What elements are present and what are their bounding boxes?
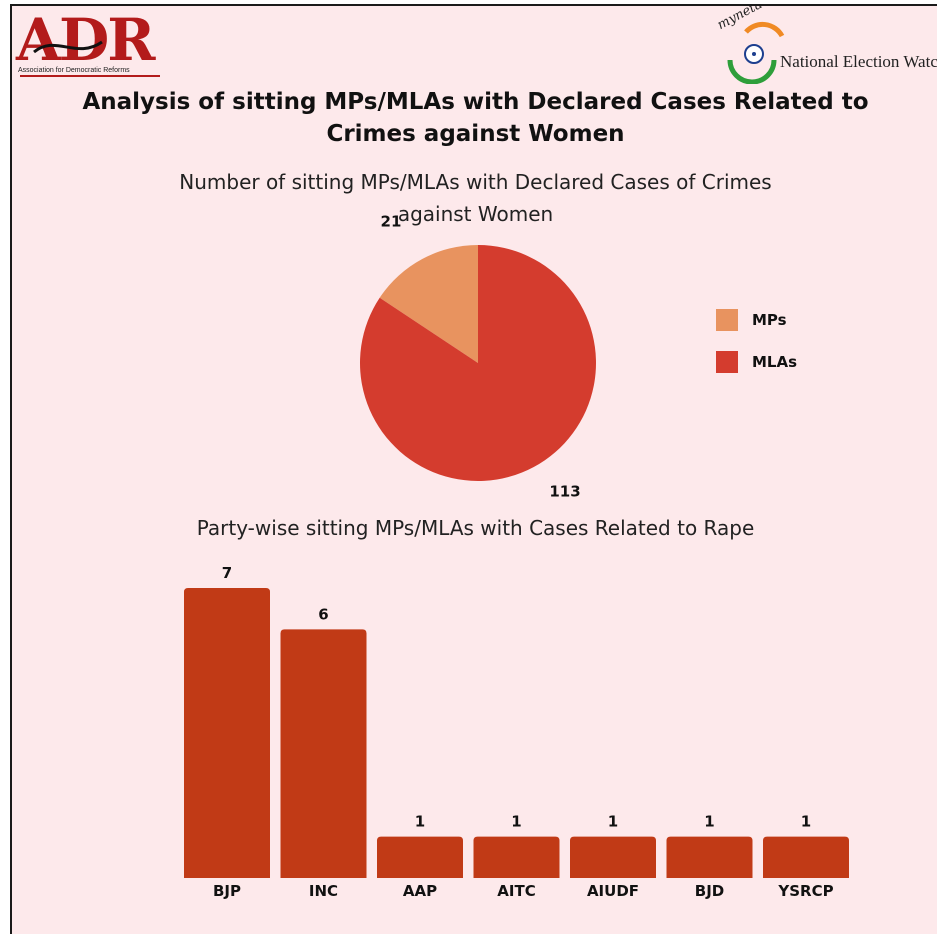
bar-category-aap: AAP	[403, 882, 437, 900]
pie-label-mlas: 113	[549, 483, 580, 501]
page-title-line-2: Crimes against Women	[326, 121, 625, 147]
bar-value-ysrcp: 1	[801, 813, 811, 831]
bar-aiudf	[570, 836, 656, 878]
legend-label-mlas: MLAs	[752, 353, 797, 371]
bar-bjd	[666, 836, 753, 878]
bar-aitc	[473, 836, 560, 878]
pie-chart-title: Number of sitting MPs/MLAs with Declared…	[12, 166, 937, 230]
myneta-logo: myneta.info National Election Watc	[715, 6, 937, 84]
national-election-watch-text: National Election Watc	[780, 52, 937, 71]
bar-inc	[280, 629, 367, 878]
legend-swatch-mps	[716, 309, 738, 331]
bar-value-aiudf: 1	[608, 813, 618, 831]
chakra-icon	[727, 21, 785, 84]
adr-logo-tagline: Association for Democratic Reforms	[18, 67, 130, 74]
pie-slice-mps	[379, 245, 478, 363]
adr-logo-text: ADR	[16, 6, 155, 74]
bar-category-ysrcp: YSRCP	[777, 882, 833, 900]
bar-category-inc: INC	[309, 882, 338, 900]
pie-chart-title-line-1: Number of sitting MPs/MLAs with Declared…	[179, 170, 772, 194]
bar-category-aiudf: AIUDF	[587, 882, 639, 900]
bar-category-bjp: BJP	[213, 882, 241, 900]
bar-ysrcp	[763, 836, 849, 878]
pie-slice-mlas	[360, 245, 596, 481]
bar-value-bjp: 7	[222, 564, 232, 582]
adr-logo-swoosh	[20, 40, 160, 77]
bar-value-bjd: 1	[704, 813, 714, 831]
pie-chart: 21 113 MPs MLAs	[360, 212, 797, 501]
bar-chart: 7 BJP 6 INC 1 AAP 1 AITC 1 AIUDF 1 BJD 1 YSRCP	[184, 564, 849, 900]
pie-chart-title-line-2: against Women	[397, 202, 554, 226]
infographic-frame: ADR Association for Democratic Reforms m…	[10, 4, 937, 934]
pie-label-mps: 21	[381, 212, 402, 230]
bar-category-aitc: AITC	[497, 882, 535, 900]
legend-label-mps: MPs	[752, 311, 787, 329]
bar-value-inc: 6	[318, 605, 328, 623]
legend-swatch-mlas	[716, 351, 738, 373]
bar-value-aitc: 1	[511, 813, 521, 831]
bar-category-bjd: BJD	[695, 882, 724, 900]
page-title: Analysis of sitting MPs/MLAs with Declar…	[12, 86, 937, 150]
bar-bjp	[184, 588, 270, 878]
bar-value-aap: 1	[415, 813, 425, 831]
bar-aap	[377, 836, 463, 878]
bar-chart-title: Party-wise sitting MPs/MLAs with Cases R…	[196, 516, 755, 540]
page-title-line-1: Analysis of sitting MPs/MLAs with Declar…	[82, 89, 869, 115]
adr-logo: ADR Association for Democratic Reforms	[16, 6, 166, 82]
